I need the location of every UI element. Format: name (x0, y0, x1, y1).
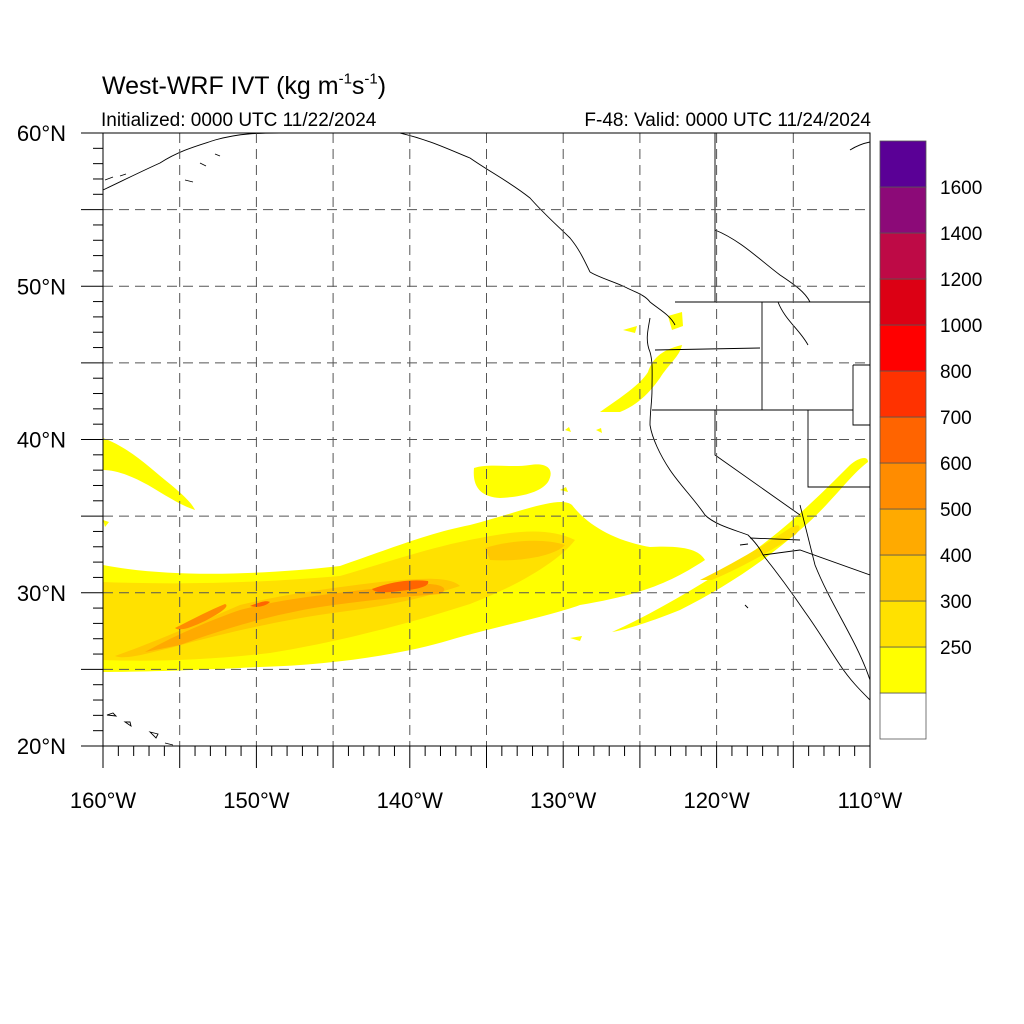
colorbar-swatch (879, 554, 927, 602)
colorbar-swatch (879, 232, 927, 280)
hawaii-islands (106, 712, 174, 746)
ivt-wa-bits (623, 312, 683, 333)
ivt-core-800 (372, 580, 429, 593)
ivt-coastal-filament-400 (700, 525, 800, 580)
colorbar-label: 600 (940, 454, 972, 475)
lat-label: 60°N (17, 121, 66, 146)
colorbar-label: 800 (940, 362, 972, 383)
lat-label: 40°N (17, 428, 66, 453)
colorbar: 250 300 400 500 600 700 800 1000 1200 1400 1600 (879, 140, 982, 740)
colorbar-label: 250 (940, 638, 972, 659)
colorbar-label: 400 (940, 546, 972, 567)
lon-label: 120°W (683, 788, 750, 813)
lat-label: 50°N (17, 274, 66, 299)
latitude-labels: 60°N 50°N 40°N 30°N 20°N (17, 121, 66, 759)
mexico-border (749, 537, 870, 576)
map-title: West-WRF IVT (kg m-1s-1) (102, 70, 387, 101)
lon-label: 160°W (70, 788, 137, 813)
colorbar-swatch (879, 416, 927, 464)
colorbar-swatch (879, 600, 927, 648)
ivt-nw-plume (103, 438, 195, 510)
baja-coast (762, 504, 870, 701)
lat-label: 30°N (17, 581, 66, 606)
graticule (103, 133, 870, 746)
ivt-core-700 (175, 604, 227, 630)
longitude-labels: 160°W 150°W 140°W 130°W 120°W 110°W (70, 788, 903, 813)
ivt-shading (103, 312, 868, 672)
aleutian-islands (104, 153, 221, 183)
ivt-plume-500b (485, 540, 565, 561)
colorbar-swatch (879, 462, 927, 510)
colorbar-label: 1000 (940, 316, 982, 337)
axis-ticks (81, 132, 871, 768)
colorbar-swatch (879, 646, 927, 694)
colorbar-swatch (879, 186, 927, 234)
colorbar-label: 1200 (940, 270, 982, 291)
initialized-label: Initialized: 0000 UTC 11/22/2024 (101, 110, 377, 131)
colorbar-swatch (879, 324, 927, 372)
ivt-core-800b (250, 601, 270, 607)
colorbar-swatch (879, 140, 927, 188)
coastlines (103, 133, 870, 746)
colorbar-swatch (879, 278, 927, 326)
lat-label: 20°N (17, 734, 66, 759)
lon-label: 110°W (838, 788, 903, 813)
alaska-coast (103, 133, 591, 273)
canada-coast (589, 271, 676, 326)
lon-label: 140°W (377, 788, 444, 813)
canada-interior (714, 229, 811, 303)
ivt-oregon-strip (600, 345, 682, 412)
channel-islands (739, 543, 749, 609)
colorbar-label: 1600 (940, 178, 982, 199)
ivt-north-blob (473, 464, 551, 498)
colorbar-label: 300 (940, 592, 972, 613)
ivt-core-600 (145, 584, 445, 652)
lon-label: 150°W (223, 788, 290, 813)
colorbar-label: 1400 (940, 224, 982, 245)
colorbar-label: 700 (940, 408, 972, 429)
colorbar-swatch (879, 508, 927, 556)
colorbar-swatch (879, 692, 927, 740)
us-west-coast (646, 317, 764, 556)
colorbar-label: 500 (940, 500, 972, 521)
state-borders (652, 133, 870, 516)
hudson-bit (849, 141, 870, 151)
colorbar-swatch (879, 370, 927, 418)
lon-label: 130°W (530, 788, 597, 813)
ivt-coastal-filament (612, 458, 868, 632)
valid-time-label: F-48: Valid: 0000 UTC 11/24/2024 (584, 110, 871, 131)
